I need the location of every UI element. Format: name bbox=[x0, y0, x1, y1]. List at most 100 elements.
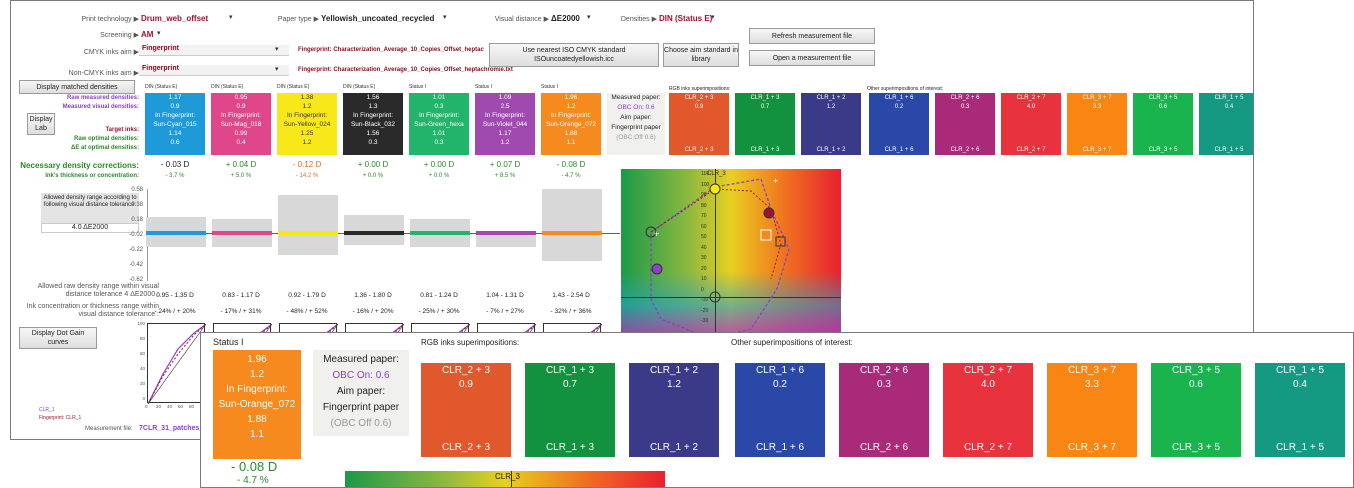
ink-concentration-range: - 32% / + 36% bbox=[550, 308, 592, 315]
zoom-superimposition-swatch[interactable]: CLR_3 + 5 0.6 CLR_3 + 5 bbox=[1151, 363, 1241, 457]
superimposition-swatch[interactable]: CLR_1 + 6 0.2 CLR_1 + 6 bbox=[869, 93, 929, 155]
zoom-fp: In Fingerprint: bbox=[226, 384, 288, 395]
zoom-superimposition-swatch[interactable]: CLR_3 + 7 3.3 CLR_3 + 7 bbox=[1047, 363, 1137, 457]
use-nearest-iso-button[interactable]: Use nearest ISO CMYK standard ISOuncoate… bbox=[489, 43, 659, 67]
dotgain-x-tick: 0 bbox=[145, 404, 148, 409]
ab-tick-label: 100 bbox=[701, 181, 710, 188]
y-tick-label: -0.62 bbox=[129, 277, 143, 283]
aim-paper-label: Aim paper: bbox=[620, 114, 652, 121]
screening-dropdown[interactable]: AM bbox=[141, 30, 154, 39]
zoom-superimposition-value: 3.3 bbox=[1085, 379, 1099, 390]
noncmyk-aim-dropdown[interactable]: Fingerprint bbox=[139, 65, 289, 76]
ink-name: Sun-Cyan_015 bbox=[153, 121, 197, 128]
superimposition-swatch[interactable]: CLR_2 + 7 4.0 CLR_2 + 7 bbox=[1001, 93, 1061, 155]
ink-column[interactable]: Status I 1.01 0.3 In Fingerprint: Sun-Green_… bbox=[409, 84, 469, 155]
superimposition-swatch[interactable]: CLR_2 + 3 0.9 CLR_2 + 3 bbox=[669, 93, 729, 155]
ink-column[interactable]: Status I 1.09 2.5 In Fingerprint: Sun-Violet… bbox=[475, 84, 535, 155]
dotgain-legend-1: CLR_1 bbox=[39, 407, 55, 413]
ab-tick-label: -20 bbox=[701, 307, 709, 314]
ink-column[interactable]: DIN (Status E) 1.56 1.3 In Fingerprint: Sun-… bbox=[343, 84, 403, 155]
zoom-aim-label: Aim paper: bbox=[336, 386, 386, 397]
ink-density-range: 1.04 - 1.31 D bbox=[486, 292, 524, 299]
print-technology-dropdown[interactable]: Drum_web_offset bbox=[141, 14, 209, 23]
ink-status-header: DIN (Status E) bbox=[145, 84, 178, 90]
choose-aim-button[interactable]: Choose aim standard in library bbox=[663, 43, 739, 67]
density-range-bar bbox=[344, 215, 404, 245]
ink-concentration-range: - 16% / + 20% bbox=[352, 308, 394, 315]
superimposition-swatch[interactable]: CLR_2 + 6 0.3 CLR_2 + 6 bbox=[935, 93, 995, 155]
chevron-down-icon[interactable]: ▾ bbox=[229, 14, 233, 21]
dot-gain-chart bbox=[147, 323, 207, 405]
ink-correction: - 0.03 D bbox=[160, 160, 190, 169]
superimposition-name: CLR_2 + 6 bbox=[950, 95, 980, 101]
zoom-superimposition-name-bottom: CLR_1 + 3 bbox=[545, 442, 595, 453]
zoom-superimposition-value: 0.2 bbox=[773, 379, 787, 390]
ink-fp: In Fingerprint: bbox=[484, 112, 526, 119]
superimposition-value: 0.3 bbox=[960, 104, 970, 110]
zoom-superimposition-name-bottom: CLR_2 + 3 bbox=[441, 442, 491, 453]
chevron-down-icon[interactable]: ▾ bbox=[157, 30, 161, 37]
tolerance-value[interactable]: 4.0 ΔE2000 bbox=[41, 223, 139, 233]
ink-column[interactable]: DIN (Status E) 0.95 0.9 In Fingerprint: Sun-… bbox=[211, 84, 271, 155]
zoom-superimposition-name: CLR_2 + 7 bbox=[963, 365, 1013, 376]
display-lab-button[interactable]: Display Lab bbox=[27, 113, 55, 135]
zoom-superimposition-swatch[interactable]: CLR_1 + 5 0.4 CLR_1 + 5 bbox=[1255, 363, 1345, 457]
ab-tick-label: 10 bbox=[701, 276, 707, 282]
zoom-measured-label: Measured paper: bbox=[323, 354, 399, 365]
zoom-superimposition-name: CLR_3 + 7 bbox=[1067, 365, 1117, 376]
superimposition-swatch[interactable]: CLR_1 + 2 1.2 CLR_1 + 2 bbox=[801, 93, 861, 155]
allowed-range-box: Allowed density range according to follo… bbox=[41, 193, 139, 227]
superimposition-swatch[interactable]: CLR_1 + 3 0.7 CLR_1 + 3 bbox=[735, 93, 795, 155]
zoom-rgb-heading: RGB inks superimpositions: bbox=[421, 338, 520, 347]
ab-tick-label: 20 bbox=[701, 265, 707, 272]
open-measurement-button[interactable]: Open a measurement file bbox=[749, 50, 875, 66]
concentration-range-label: Ink concentration or thickness range wit… bbox=[26, 303, 159, 318]
display-dot-gain-button[interactable]: Display Dot Gain curves bbox=[19, 327, 97, 349]
dotgain-x-tick: 20 bbox=[156, 404, 162, 409]
superimposition-name-bottom: CLR_3 + 7 bbox=[1082, 147, 1112, 153]
zoom-superimposition-swatch[interactable]: CLR_2 + 6 0.3 CLR_2 + 6 bbox=[839, 363, 929, 457]
measured-density-marker bbox=[212, 231, 272, 235]
zoom-superimposition-swatch[interactable]: CLR_2 + 3 0.9 CLR_2 + 3 bbox=[421, 363, 511, 457]
superimposition-swatch[interactable]: CLR_3 + 7 3.3 CLR_3 + 7 bbox=[1067, 93, 1127, 155]
ink-thickness: - 3.7 % bbox=[165, 173, 185, 179]
ink-correction: + 0.00 D bbox=[423, 160, 455, 169]
ink-column[interactable]: Status I 1.96 1.2 In Fingerprint: Sun-Orange… bbox=[541, 84, 601, 155]
paper-type-dropdown[interactable]: Yellowish_uncoated_recycled bbox=[321, 14, 435, 23]
chevron-down-icon[interactable]: ▾ bbox=[711, 14, 715, 21]
y-tick-label: -0.22 bbox=[129, 247, 143, 253]
dotgain-x-tick: 60 bbox=[178, 404, 184, 409]
zoom-ab-strip: CLR_3 bbox=[345, 471, 665, 487]
chevron-down-icon[interactable]: ▾ bbox=[275, 66, 279, 73]
ink-column[interactable]: DIN (Status E) 1.17 0.9 In Fingerprint: Sun-… bbox=[145, 84, 205, 155]
ab-gamut-plot: CLR_3 + + 110 100 90 80 70 60 50 40 30 20 10 0 -10 -2… bbox=[621, 169, 841, 339]
ink-vis: 0.9 bbox=[170, 103, 180, 110]
refresh-measurement-button[interactable]: Refresh measurement file bbox=[749, 28, 875, 44]
visual-distance-dropdown[interactable]: ΔE2000 bbox=[551, 14, 580, 23]
zoom-status-heading: Status I bbox=[213, 337, 244, 347]
ink-column[interactable]: DIN (Status E) 1.38 1.2 In Fingerprint: Sun-… bbox=[277, 84, 337, 155]
superimposition-swatch[interactable]: CLR_1 + 5 0.4 CLR_1 + 5 bbox=[1199, 93, 1253, 155]
zoom-superimposition-name-bottom: CLR_2 + 7 bbox=[963, 442, 1013, 453]
display-matched-densities-button[interactable]: Display matched densities bbox=[19, 80, 135, 94]
ink-status-header: DIN (Status E) bbox=[343, 84, 376, 90]
dotgain-y-tick: 60 bbox=[139, 351, 145, 356]
superimposition-swatch[interactable]: CLR_3 + 5 0.6 CLR_3 + 5 bbox=[1133, 93, 1193, 155]
chevron-down-icon[interactable]: ▾ bbox=[275, 46, 279, 53]
cmyk-aim-dropdown[interactable]: Fingerprint bbox=[139, 45, 289, 56]
zoom-superimposition-swatch[interactable]: CLR_1 + 6 0.2 CLR_1 + 6 bbox=[735, 363, 825, 457]
densities-dropdown[interactable]: DIN (Status E) bbox=[659, 14, 713, 23]
zoom-vis: 1.2 bbox=[250, 369, 264, 380]
zoom-superimposition-name: CLR_1 + 2 bbox=[649, 365, 699, 376]
ink-density-range: 1.43 - 2.54 D bbox=[552, 292, 590, 299]
ink-density-range: 1.36 - 1.80 D bbox=[354, 292, 392, 299]
zoom-superimposition-swatch[interactable]: CLR_1 + 3 0.7 CLR_1 + 3 bbox=[525, 363, 615, 457]
zoom-superimposition-name-bottom: CLR_1 + 2 bbox=[649, 442, 699, 453]
chevron-down-icon[interactable]: ▾ bbox=[443, 14, 447, 21]
chevron-down-icon[interactable]: ▾ bbox=[587, 14, 591, 21]
zoom-superimposition-swatch[interactable]: CLR_1 + 2 1.2 CLR_1 + 2 bbox=[629, 363, 719, 457]
ink-de: 0.6 bbox=[170, 139, 180, 146]
cmyk-aim-label: CMYK inks aim ▶ bbox=[83, 49, 139, 56]
zoom-superimposition-name: CLR_1 + 6 bbox=[755, 365, 805, 376]
zoom-superimposition-swatch[interactable]: CLR_2 + 7 4.0 CLR_2 + 7 bbox=[943, 363, 1033, 457]
